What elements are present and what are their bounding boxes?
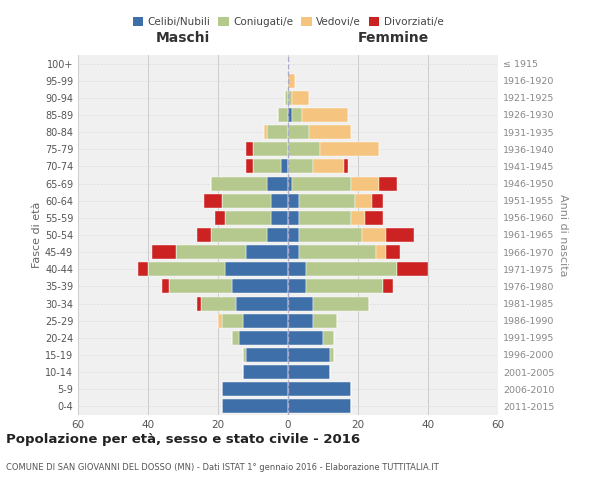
Bar [288,348,330,362]
Bar [176,245,246,259]
Bar [397,262,428,276]
Bar [305,262,397,276]
Bar [288,176,292,190]
Bar [277,108,288,122]
Bar [351,176,379,190]
Bar [313,160,344,173]
Bar [242,348,246,362]
Bar [288,280,305,293]
Bar [221,314,242,328]
Bar [246,142,253,156]
Bar [288,296,313,310]
Bar [288,142,320,156]
Bar [271,194,288,207]
Bar [288,160,313,173]
Bar [242,365,288,379]
Bar [211,228,267,242]
Bar [239,331,288,345]
Bar [246,160,253,173]
Bar [281,160,288,173]
Bar [242,314,288,328]
Bar [211,176,267,190]
Bar [365,211,383,225]
Bar [225,211,271,225]
Bar [383,280,393,293]
Bar [151,245,176,259]
Bar [215,211,225,225]
Bar [267,176,288,190]
Bar [288,125,309,139]
Bar [221,400,288,413]
Bar [288,228,299,242]
Bar [379,176,397,190]
Bar [305,280,383,293]
Bar [267,228,288,242]
Bar [232,280,288,293]
Bar [299,194,355,207]
Bar [386,245,400,259]
Bar [267,125,288,139]
Bar [288,262,305,276]
Bar [263,125,267,139]
Bar [288,382,351,396]
Bar [372,194,383,207]
Bar [292,91,309,105]
Bar [292,176,351,190]
Bar [344,160,347,173]
Bar [330,348,334,362]
Text: Femmine: Femmine [358,30,428,44]
Bar [221,194,271,207]
Bar [197,296,200,310]
Bar [204,194,221,207]
Bar [320,142,379,156]
Y-axis label: Anni di nascita: Anni di nascita [559,194,568,276]
Bar [284,91,288,105]
Bar [299,211,351,225]
Bar [355,194,372,207]
Bar [137,262,148,276]
Bar [288,331,323,345]
Bar [271,211,288,225]
Bar [221,382,288,396]
Y-axis label: Fasce di età: Fasce di età [32,202,42,268]
Bar [253,142,288,156]
Bar [299,228,361,242]
Bar [232,331,239,345]
Text: Maschi: Maschi [156,30,210,44]
Text: Popolazione per età, sesso e stato civile - 2016: Popolazione per età, sesso e stato civil… [6,432,360,446]
Bar [162,280,169,293]
Bar [288,108,292,122]
Bar [169,280,232,293]
Bar [288,365,330,379]
Bar [225,262,288,276]
Bar [197,228,211,242]
Bar [200,296,235,310]
Bar [302,108,347,122]
Bar [288,194,299,207]
Bar [299,245,376,259]
Bar [288,211,299,225]
Bar [246,245,288,259]
Bar [376,245,386,259]
Bar [323,331,334,345]
Bar [288,245,299,259]
Bar [218,314,221,328]
Bar [351,211,365,225]
Bar [148,262,225,276]
Bar [313,296,368,310]
Bar [288,314,313,328]
Legend: Celibi/Nubili, Coniugati/e, Vedovi/e, Divorziati/e: Celibi/Nubili, Coniugati/e, Vedovi/e, Di… [128,12,448,31]
Bar [313,314,337,328]
Bar [288,91,292,105]
Bar [288,400,351,413]
Bar [361,228,386,242]
Bar [288,74,295,88]
Text: COMUNE DI SAN GIOVANNI DEL DOSSO (MN) - Dati ISTAT 1° gennaio 2016 - Elaborazion: COMUNE DI SAN GIOVANNI DEL DOSSO (MN) - … [6,462,439,471]
Bar [235,296,288,310]
Bar [386,228,414,242]
Bar [253,160,281,173]
Bar [309,125,351,139]
Bar [292,108,302,122]
Bar [246,348,288,362]
